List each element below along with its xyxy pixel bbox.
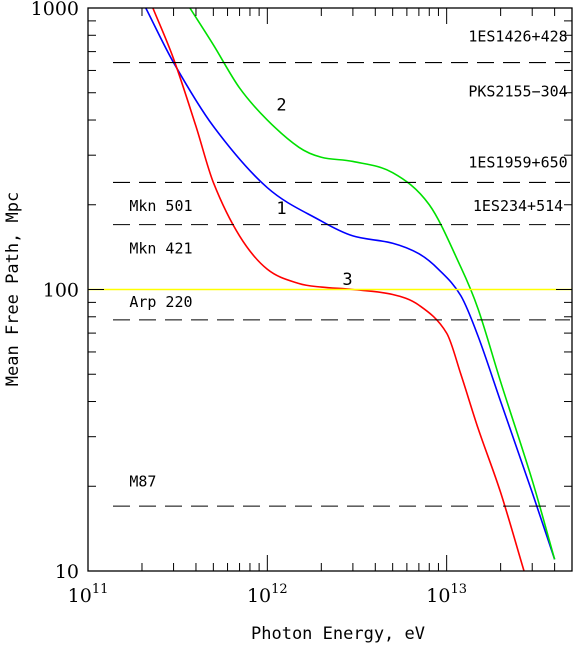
series-line-3	[152, 8, 525, 571]
y-tick-label: 10	[55, 561, 79, 583]
curve-label-2: 2	[276, 95, 286, 115]
y-tick-label: 1000	[31, 0, 79, 20]
source-label: M87	[129, 472, 156, 490]
x-axis-title: Photon Energy, eV	[251, 624, 425, 644]
series-line-2	[189, 8, 556, 560]
source-label: PKS2155−304	[468, 82, 567, 100]
series-line-1	[145, 8, 556, 560]
curve-label-3: 3	[342, 270, 352, 290]
source-label: Mkn 421	[129, 239, 192, 257]
x-tick-label: 1013	[426, 582, 467, 607]
curve-label-1: 1	[276, 199, 286, 219]
y-axis-title: Mean Free Path, Mpc	[3, 192, 23, 386]
plot-frame	[87, 7, 573, 572]
source-label: Arp 220	[129, 293, 192, 311]
x-tick-label: 1012	[247, 582, 288, 607]
y-tick-label: 100	[43, 280, 79, 302]
source-label: 1ES234+514	[473, 197, 563, 215]
x-tick-label: 1011	[68, 582, 109, 607]
source-label: Mkn 501	[129, 197, 192, 215]
source-label: 1ES1426+428	[468, 27, 567, 45]
source-label: 1ES1959+650	[468, 153, 567, 171]
